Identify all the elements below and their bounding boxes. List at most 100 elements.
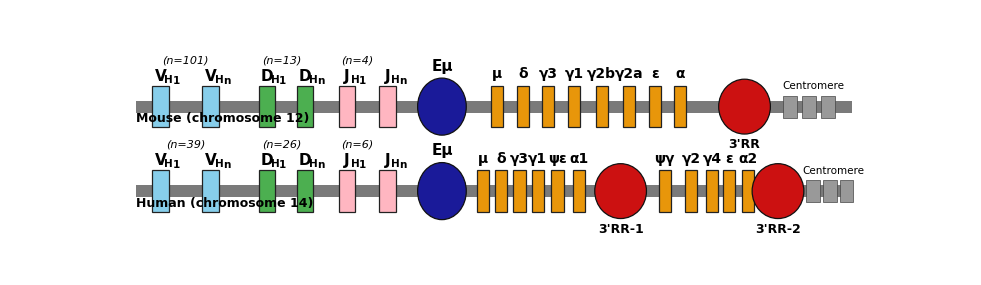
Text: γ1: γ1 <box>528 152 547 166</box>
Text: 1: 1 <box>359 160 366 170</box>
Text: 3'RR-1: 3'RR-1 <box>597 223 644 236</box>
Bar <box>821 96 835 118</box>
Bar <box>513 170 526 212</box>
Bar <box>296 170 314 212</box>
Text: H: H <box>391 75 399 85</box>
Bar <box>490 86 503 127</box>
Text: V: V <box>205 153 217 168</box>
Bar <box>840 180 853 202</box>
Text: ε: ε <box>651 67 658 82</box>
Text: V: V <box>205 69 217 84</box>
Bar <box>296 86 314 127</box>
Text: γ3: γ3 <box>510 152 529 166</box>
Bar <box>705 170 718 212</box>
Text: n: n <box>399 160 407 170</box>
Text: 3'RR-2: 3'RR-2 <box>755 223 800 236</box>
Text: α2: α2 <box>739 152 758 166</box>
Text: Centromere: Centromere <box>782 81 844 91</box>
Text: (n=13): (n=13) <box>263 55 302 65</box>
Text: (n=4): (n=4) <box>340 55 373 65</box>
Bar <box>743 170 754 212</box>
Bar <box>802 96 816 118</box>
Text: D: D <box>299 153 311 168</box>
Text: D: D <box>261 69 274 84</box>
Bar <box>783 96 797 118</box>
Text: n: n <box>399 76 407 86</box>
Text: 1: 1 <box>280 76 286 86</box>
Bar <box>136 101 852 113</box>
Text: H: H <box>351 75 359 85</box>
Text: α1: α1 <box>569 152 589 166</box>
Text: H: H <box>215 159 224 169</box>
Text: (n=6): (n=6) <box>340 140 373 150</box>
Bar <box>658 170 671 212</box>
Bar <box>136 185 852 197</box>
Bar <box>495 170 507 212</box>
Ellipse shape <box>418 78 466 135</box>
Ellipse shape <box>752 164 803 219</box>
Bar <box>202 86 219 127</box>
Bar <box>551 170 563 212</box>
Text: 1: 1 <box>173 160 181 170</box>
Ellipse shape <box>719 79 770 134</box>
Bar <box>379 86 395 127</box>
Text: Centromere: Centromere <box>802 166 864 176</box>
Text: D: D <box>261 153 274 168</box>
Bar <box>806 180 820 202</box>
Text: ε: ε <box>725 152 733 166</box>
Text: J: J <box>344 69 349 84</box>
Text: (n=101): (n=101) <box>163 55 209 65</box>
Text: H: H <box>165 159 174 169</box>
Text: δ: δ <box>519 67 528 82</box>
Text: Mouse (chromosome 12): Mouse (chromosome 12) <box>136 112 310 125</box>
Bar <box>152 170 169 212</box>
Text: J: J <box>385 153 390 168</box>
Bar <box>517 86 530 127</box>
Text: J: J <box>344 153 349 168</box>
Text: Eμ: Eμ <box>432 143 452 158</box>
Text: H: H <box>391 159 399 169</box>
Text: J: J <box>385 69 390 84</box>
Text: H: H <box>271 75 280 85</box>
Text: H: H <box>215 75 224 85</box>
Bar <box>152 86 169 127</box>
Text: H: H <box>165 75 174 85</box>
Text: (n=26): (n=26) <box>263 140 302 150</box>
Bar <box>674 86 686 127</box>
Text: D: D <box>299 69 311 84</box>
Bar <box>532 170 543 212</box>
Text: γ1: γ1 <box>565 67 584 82</box>
Text: V: V <box>155 153 167 168</box>
Text: 1: 1 <box>280 160 286 170</box>
Bar <box>723 170 736 212</box>
Bar <box>623 86 635 127</box>
Text: n: n <box>223 76 231 86</box>
Bar <box>338 170 355 212</box>
Text: γ3: γ3 <box>539 67 558 82</box>
Bar <box>648 86 661 127</box>
Text: μ: μ <box>478 152 489 166</box>
Text: n: n <box>317 160 325 170</box>
Text: 1: 1 <box>173 76 181 86</box>
Bar <box>477 170 490 212</box>
Text: H: H <box>351 159 359 169</box>
Bar <box>259 86 276 127</box>
Text: Eμ: Eμ <box>432 59 452 74</box>
Text: 3'RR: 3'RR <box>729 139 760 151</box>
Bar <box>202 170 219 212</box>
Text: H: H <box>309 159 318 169</box>
Bar <box>573 170 585 212</box>
Text: γ4: γ4 <box>702 152 721 166</box>
Text: H: H <box>309 75 318 85</box>
Ellipse shape <box>594 164 646 219</box>
Bar <box>338 86 355 127</box>
Text: ψε: ψε <box>548 152 567 166</box>
Text: α: α <box>675 67 685 82</box>
Ellipse shape <box>418 162 466 220</box>
Bar <box>823 180 837 202</box>
Text: γ2: γ2 <box>682 152 700 166</box>
Text: (n=39): (n=39) <box>166 140 205 150</box>
Text: H: H <box>271 159 280 169</box>
Text: 1: 1 <box>359 76 366 86</box>
Bar <box>379 170 395 212</box>
